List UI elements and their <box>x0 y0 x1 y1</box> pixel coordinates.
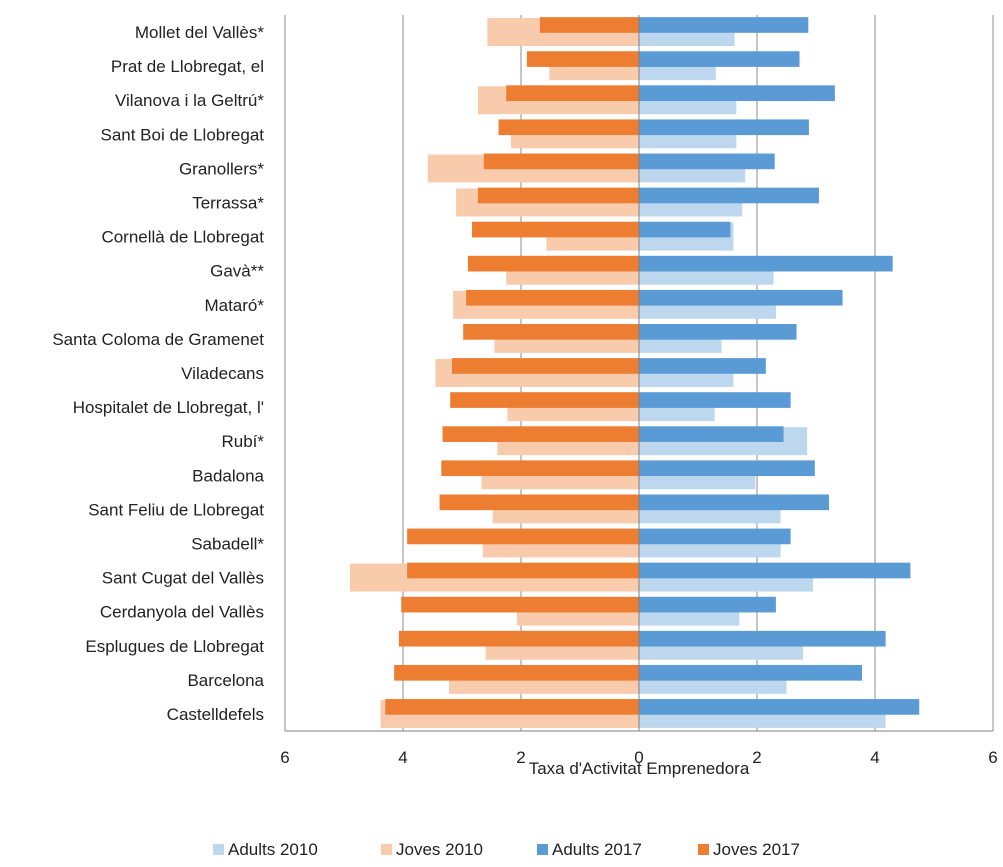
bar-adults-2017 <box>639 426 784 442</box>
category-label: Esplugues de Llobregat <box>85 637 264 656</box>
bar-joves-2017 <box>442 426 639 442</box>
bars <box>349 17 920 728</box>
bar-joves-2017 <box>394 664 639 681</box>
category-label: Granollers* <box>179 159 264 178</box>
bar-joves-2017 <box>401 596 639 613</box>
bar-adults-2017 <box>639 51 800 67</box>
x-tick-label: 2 <box>752 748 761 767</box>
bar-adults-2017 <box>639 596 776 613</box>
category-label: Cornellà de Llobregat <box>101 228 264 247</box>
bar-joves-2017 <box>407 562 639 579</box>
legend-swatch <box>381 844 392 855</box>
bar-joves-2017 <box>477 187 639 204</box>
category-label: Sabadell* <box>191 534 264 553</box>
legend-label: Adults 2010 <box>228 840 318 859</box>
category-label: Cerdanyola del Vallès <box>100 603 264 622</box>
bar-joves-2017 <box>463 324 639 340</box>
bar-adults-2017 <box>639 494 829 511</box>
bar-adults-2017 <box>639 289 843 306</box>
bar-adults-2017 <box>639 255 893 272</box>
bar-joves-2017 <box>472 221 639 238</box>
bar-adults-2017 <box>639 85 835 102</box>
bar-joves-2017 <box>506 85 639 102</box>
x-tick-label: 2 <box>516 748 525 767</box>
bar-joves-2017 <box>526 51 639 67</box>
bar-adults-2017 <box>639 187 819 204</box>
bar-joves-2017 <box>498 119 639 136</box>
bar-adults-2017 <box>639 392 791 408</box>
x-tick-label: 6 <box>988 748 997 767</box>
bar-joves-2017 <box>441 460 639 477</box>
bar-adults-2017 <box>639 460 815 477</box>
axes <box>285 15 993 732</box>
legend-label: Joves 2017 <box>713 840 800 859</box>
bar-joves-2017 <box>539 17 639 33</box>
legend-label: Adults 2017 <box>552 840 642 859</box>
bar-adults-2017 <box>639 324 797 340</box>
category-label: Sant Feliu de Llobregat <box>88 500 264 519</box>
category-label: Sant Cugat del Vallès <box>102 569 264 588</box>
bar-joves-2017 <box>385 699 639 715</box>
bar-adults-2017 <box>639 153 775 170</box>
bar-adults-2017 <box>639 562 911 579</box>
bar-joves-2017 <box>451 358 639 374</box>
category-label: Viladecans <box>181 364 264 383</box>
bar-joves-2017 <box>407 528 639 545</box>
bar-joves-2017 <box>398 630 639 647</box>
legend: Adults 2010 Joves 2010 Adults 2017 Joves 20… <box>213 840 800 859</box>
category-labels: Mollet del Vallès* Prat de Llobregat, el V… <box>52 23 264 724</box>
category-label: Mataró* <box>204 296 264 315</box>
bar-joves-2017 <box>466 289 639 306</box>
category-label: Rubí* <box>221 432 264 451</box>
bar-adults-2017 <box>639 528 791 545</box>
legend-swatch <box>698 844 709 855</box>
bar-adults-2017 <box>639 699 920 715</box>
legend-label: Joves 2010 <box>396 840 483 859</box>
category-label: Hospitalet de Llobregat, l' <box>73 398 264 417</box>
x-tick-label: 6 <box>280 748 289 767</box>
bar-joves-2017 <box>483 153 639 170</box>
bar-joves-2017 <box>439 494 639 511</box>
category-label: Santa Coloma de Gramenet <box>52 330 264 349</box>
category-label: Vilanova i la Geltrú* <box>115 91 264 110</box>
x-tick-label: 4 <box>398 748 407 767</box>
bar-adults-2017 <box>639 17 809 33</box>
category-label: Castelldefels <box>167 705 264 724</box>
bar-adults-2017 <box>639 221 731 238</box>
bar-adults-2017 <box>639 119 809 136</box>
x-tick-labels: 6 4 2 0 2 4 6 <box>280 748 997 767</box>
x-axis-title: Taxa d'Activitat Emprenedora <box>529 759 750 778</box>
category-label: Mollet del Vallès* <box>135 23 265 42</box>
category-label: Barcelona <box>187 671 264 690</box>
category-label: Badalona <box>192 466 264 485</box>
category-label: Sant Boi de Llobregat <box>100 125 264 144</box>
bar-joves-2017 <box>450 392 639 408</box>
bar-adults-2017 <box>639 664 863 681</box>
legend-swatch <box>537 844 548 855</box>
bar-joves-2017 <box>467 255 639 272</box>
x-tick-label: 4 <box>870 748 879 767</box>
bar-adults-2017 <box>639 630 886 647</box>
bar-adults-2017 <box>639 358 766 374</box>
category-label: Gavà** <box>210 262 264 281</box>
category-label: Prat de Llobregat, el <box>111 57 264 76</box>
x-tick-label: 0 <box>634 748 643 767</box>
legend-swatch <box>213 844 224 855</box>
category-label: Terrassa* <box>192 194 264 213</box>
